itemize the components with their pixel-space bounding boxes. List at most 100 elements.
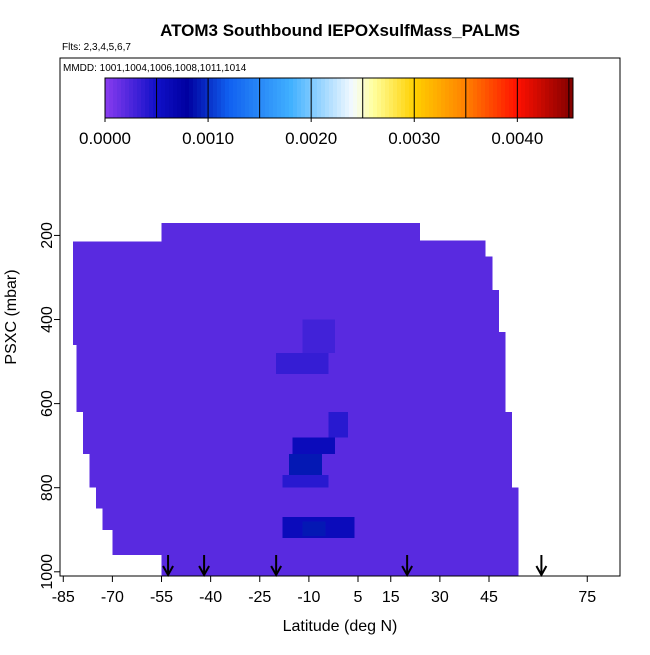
flight-arrow [270,555,283,578]
colorbar-slice [337,78,342,118]
colorbar-slice [333,78,338,118]
colorbar-slice [505,78,510,118]
x-tick-label: 5 [354,589,363,606]
heatmap-cell [276,353,329,375]
arrow-head [535,565,548,578]
colorbar-slice [377,78,382,118]
colorbar-slice [185,78,190,118]
colorbar-slice [349,78,354,118]
colorbar-slice [537,78,542,118]
colorbar-slice [493,78,498,118]
colorbar-slice [393,78,398,118]
x-tick-label: 75 [578,589,596,606]
colorbar-slice [517,78,522,118]
colorbar-slice [249,78,254,118]
colorbar-slice [273,78,278,118]
flight-arrow [162,555,174,578]
colorbar-tick-label: 0.0040 [491,129,543,148]
colorbar-tick-label: 0.0010 [182,129,234,148]
colorbar-slice [329,78,334,118]
colorbar-slice [405,78,410,118]
colorbar-slice [165,78,170,118]
colorbar-slice [557,78,562,118]
x-tick-label: 30 [431,589,449,606]
heatmap-cell [328,412,349,438]
arrow-head [401,565,414,578]
colorbar-slice [321,78,326,118]
colorbar-slice [221,78,226,118]
colorbar-slice [281,78,286,118]
x-tick-label: -85 [52,589,75,606]
x-tick-label: -40 [199,589,222,606]
colorbar-slice [413,78,418,118]
colorbar-slice [189,78,194,118]
colorbar-slice [513,78,518,118]
colorbar-slice [237,78,242,118]
colorbar-slice [361,78,366,118]
colorbar-slice [545,78,550,118]
colorbar-slice [149,78,154,118]
colorbar-tick-label: 0.0030 [388,129,440,148]
colorbar-slice [341,78,346,118]
x-tick-label: -25 [248,589,271,606]
colorbar-slice [421,78,426,118]
colorbar-slice [133,78,138,118]
colorbar-slice [569,78,574,118]
x-tick-label: 15 [382,589,400,606]
colorbar-slice [521,78,526,118]
colorbar-slice [353,78,358,118]
heatmap-cell [420,240,486,576]
colorbar-slice [253,78,258,118]
arrow-head [162,565,174,578]
colorbar-slice [269,78,274,118]
heatmap-cell [282,475,329,488]
x-tick-label: -10 [297,589,320,606]
colorbar-slice [113,78,118,118]
arrow-head [198,565,210,578]
x-axis-label: Latitude (deg N) [283,618,398,635]
y-tick-label: 200 [39,222,56,249]
colorbar-slice [201,78,206,118]
colorbar-slice [285,78,290,118]
colorbar-slice [129,78,134,118]
colorbar-slice [213,78,218,118]
colorbar-slice [481,78,486,118]
colorbar-slice [533,78,538,118]
colorbar-slice [261,78,266,118]
colorbar-slice [425,78,430,118]
colorbar-slice [549,78,554,118]
colorbar-slice [105,78,110,118]
heatmap-cell [492,290,499,576]
colorbar-slice [181,78,186,118]
y-tick-label: 800 [39,474,56,501]
colorbar-slice [369,78,374,118]
colorbar-slice [373,78,378,118]
colorbar-slice [381,78,386,118]
colorbar-slice [241,78,246,118]
colorbar-slice [389,78,394,118]
colorbar-slice [205,78,210,118]
colorbar-slice [345,78,350,118]
colorbar-slice [529,78,534,118]
colorbar-slice [477,78,482,118]
colorbar-slice [553,78,558,118]
colorbar-slice [297,78,302,118]
colorbar-slice [301,78,306,118]
colorbar-tick-label: 0.0020 [285,129,337,148]
colorbar-slice [141,78,146,118]
colorbar-slice [561,78,566,118]
y-axis-label: PSXC (mbar) [3,269,20,364]
colorbar-slice [457,78,462,118]
heatmap-cell [289,454,322,476]
heatmap-cell [498,332,506,576]
colorbar-slice [173,78,178,118]
colorbar-slice [169,78,174,118]
colorbar-slice [449,78,454,118]
colorbar-slice [453,78,458,118]
colorbar-slice [365,78,370,118]
colorbar-slice [121,78,126,118]
colorbar-slice [117,78,122,118]
colorbar-slice [489,78,494,118]
colorbar-slice [409,78,414,118]
